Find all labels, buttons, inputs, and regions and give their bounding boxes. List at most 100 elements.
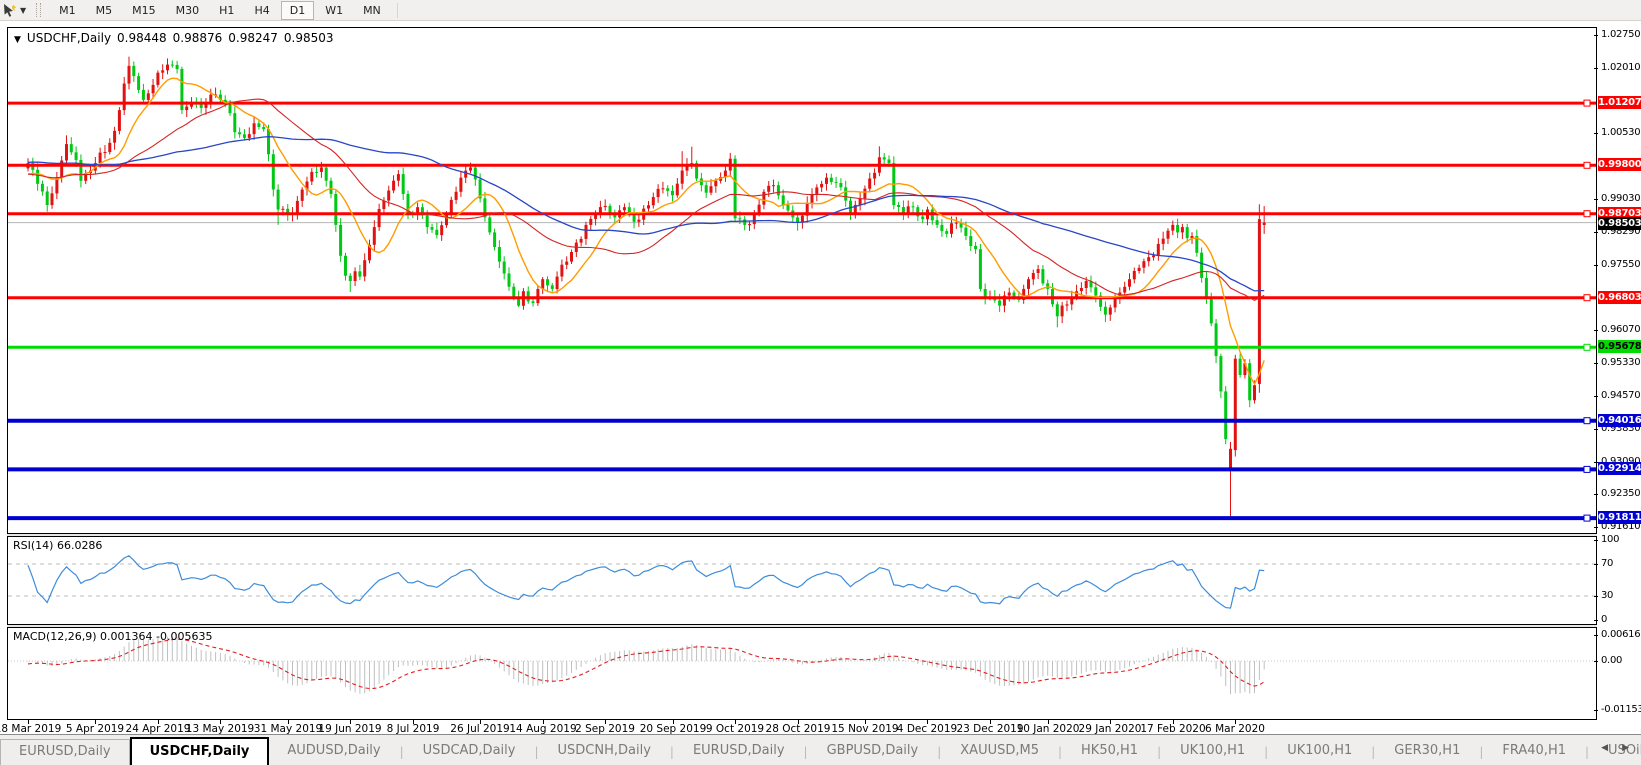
- tab-usoil-m5[interactable]: USOil,M5: [1608, 743, 1641, 758]
- date-axis-tickmark: [605, 720, 606, 724]
- tab-audusd-daily[interactable]: AUDUSD,Daily: [287, 743, 381, 758]
- date-label: 24 Apr 2019: [125, 723, 191, 735]
- price-axis-tick-label: 0.98290: [1601, 226, 1641, 237]
- timeframe-button-d1[interactable]: D1: [280, 0, 315, 20]
- macd-axis-tickmark: [1594, 635, 1598, 636]
- tab-xauusd-m5[interactable]: XAUUSD,M5: [960, 743, 1039, 758]
- toolbar-grip[interactable]: [36, 3, 42, 17]
- ohlc-high: 0.98876: [172, 31, 223, 45]
- level-line-handle[interactable]: [1583, 210, 1591, 218]
- current-price-tag: 0.98503: [1598, 217, 1641, 230]
- main-chart-canvas[interactable]: [8, 28, 1596, 533]
- timeframe-button-m15[interactable]: M15: [132, 3, 156, 17]
- tool-dropdown-caret[interactable]: ▼: [20, 5, 27, 15]
- date-label: 20 Sep 2019: [639, 723, 707, 735]
- tab-separator: |: [1479, 745, 1484, 759]
- toolbar-separator: [396, 2, 398, 18]
- timeframe-button-mn[interactable]: MN: [363, 3, 381, 17]
- macd-axis-label: 0.00: [1601, 655, 1623, 666]
- tab-separator: |: [669, 745, 674, 759]
- tab-uk100-h1[interactable]: UK100,H1: [1287, 743, 1353, 758]
- timeframe-button-h1[interactable]: H1: [219, 3, 235, 17]
- date-label: 31 May 2019: [253, 723, 323, 735]
- level-line-handle[interactable]: [1583, 514, 1591, 522]
- rsi-panel: [7, 536, 1597, 625]
- tab-eurusd-daily[interactable]: EURUSD,Daily: [692, 743, 785, 758]
- date-axis-tickmark: [927, 720, 928, 724]
- tab-scroll-right-button[interactable]: ▶: [1622, 743, 1629, 753]
- price-axis-tickmark: [1594, 527, 1598, 528]
- price-axis-tickmark: [1594, 429, 1598, 430]
- date-axis-tickmark: [1173, 720, 1174, 724]
- rsi-axis-label: 0: [1601, 614, 1608, 625]
- timeframe-button-h4[interactable]: H4: [254, 3, 270, 17]
- macd-panel: [7, 627, 1597, 720]
- chart-title: ▼ USDCHF,Daily 0.98448 0.98876 0.98247 0.9850…: [14, 31, 334, 45]
- price-axis-tick-label: 0.96070: [1601, 324, 1641, 335]
- level-line-handle[interactable]: [1583, 99, 1591, 107]
- ohlc-low: 0.98247: [228, 31, 278, 45]
- tab-separator: |: [1371, 745, 1376, 759]
- macd-canvas[interactable]: [8, 628, 1596, 719]
- tab-eurusd-daily[interactable]: EURUSD,Daily: [0, 739, 130, 765]
- price-axis-tick-label: 1.00530: [1601, 127, 1641, 138]
- chart-tab-bar: EURUSD,Daily USDCHF,Daily AUDUSD,Daily | USD…: [0, 734, 1641, 765]
- date-axis-tickmark: [220, 720, 221, 724]
- price-axis-tick-label: 0.97550: [1601, 259, 1641, 270]
- tab-separator: |: [399, 745, 404, 759]
- rsi-axis-tickmark: [1594, 564, 1598, 565]
- date-label: 9 Oct 2019: [705, 723, 765, 735]
- macd-indicator-label: MACD(12,26,9) 0.001364 -0.005635: [13, 630, 213, 643]
- chart-cursor-tool-icon[interactable]: [2, 3, 17, 18]
- rsi-axis-label: 100: [1601, 534, 1620, 545]
- tab-ger30-h1[interactable]: GER30,H1: [1394, 743, 1461, 758]
- price-axis-tick-label: 0.92350: [1601, 488, 1641, 499]
- level-line-handle[interactable]: [1583, 417, 1591, 425]
- date-axis-tickmark: [1048, 720, 1049, 724]
- level-line-handle[interactable]: [1583, 294, 1591, 302]
- timeframe-button-w1[interactable]: W1: [325, 3, 344, 17]
- level-line-handle[interactable]: [1583, 161, 1591, 169]
- date-axis-tickmark: [798, 720, 799, 724]
- tab-usdchf-daily[interactable]: USDCHF,Daily: [129, 737, 270, 765]
- price-axis-tick-label: 0.91610: [1601, 521, 1641, 532]
- level-line-handle[interactable]: [1583, 465, 1591, 473]
- price-level-tag: 1.01207: [1598, 96, 1641, 109]
- date-axis-tickmark: [1235, 720, 1236, 724]
- tab-hk50-h1[interactable]: HK50,H1: [1081, 743, 1139, 758]
- timeframe-button-m30[interactable]: M30: [175, 3, 200, 17]
- time-axis[interactable]: 18 Mar 2019 5 Apr 2019 24 Apr 2019 13 May 2…: [0, 720, 1597, 735]
- tab-fra40-h1[interactable]: FRA40,H1: [1502, 743, 1566, 758]
- chart-title-collapse-icon[interactable]: ▼: [14, 35, 21, 45]
- chart-title-symbol: USDCHF,Daily: [26, 31, 112, 45]
- tab-usdcad-daily[interactable]: USDCAD,Daily: [422, 743, 516, 758]
- price-axis[interactable]: 1.02750 1.02010 1.00530 0.99030 0.98290 0.975…: [1594, 27, 1641, 720]
- panel-splitter[interactable]: [7, 534, 1597, 536]
- date-axis-tickmark: [480, 720, 481, 724]
- date-label: 19 Jun 2019: [318, 723, 382, 735]
- panel-splitter[interactable]: [7, 625, 1597, 627]
- tab-uk100-h1[interactable]: UK100,H1: [1180, 743, 1246, 758]
- macd-axis-tickmark: [1594, 710, 1598, 711]
- tab-separator: |: [1264, 745, 1269, 759]
- date-label: 10 Jan 2020: [1016, 723, 1080, 735]
- ohlc-open: 0.98448: [117, 31, 167, 45]
- price-axis-tickmark: [1594, 330, 1598, 331]
- timeframe-button-m1[interactable]: M1: [59, 3, 76, 17]
- tab-scroll-left-button[interactable]: ◀: [1601, 743, 1609, 753]
- rsi-canvas[interactable]: [8, 537, 1596, 624]
- date-label: 2 Sep 2019: [575, 723, 635, 735]
- price-axis-tickmark: [1594, 199, 1598, 200]
- tab-gbpusd-daily[interactable]: GBPUSD,Daily: [826, 743, 919, 758]
- date-label: 14 Aug 2019: [509, 723, 577, 735]
- date-axis-tickmark: [158, 720, 159, 724]
- level-line-handle[interactable]: [1583, 343, 1591, 351]
- tab-usdcnh-daily[interactable]: USDCNH,Daily: [557, 743, 651, 758]
- timeframe-button-m5[interactable]: M5: [95, 3, 113, 17]
- date-label: 4 Dec 2019: [896, 723, 958, 735]
- price-axis-tickmark: [1594, 494, 1598, 495]
- price-level-tag: 0.94016: [1598, 414, 1641, 427]
- macd-axis-label: 0.006167: [1601, 629, 1641, 640]
